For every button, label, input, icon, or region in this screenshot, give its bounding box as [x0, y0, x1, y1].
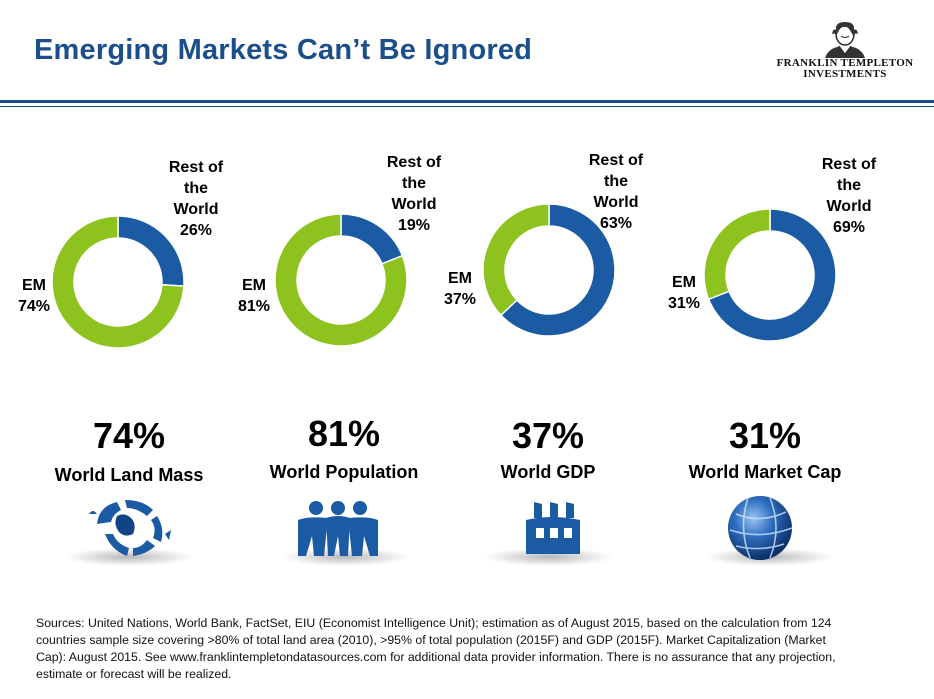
rest-label-line3: World	[593, 194, 639, 211]
logo-line-1: FRANKLIN TEMPLETON	[776, 57, 914, 69]
rest-pct: 69%	[832, 219, 866, 236]
em-label-text: EM	[672, 274, 696, 291]
rest-label-line3: World	[173, 201, 219, 218]
big-percent-4: 31%	[728, 415, 802, 456]
logo-line-2: INVESTMENTS	[803, 68, 887, 80]
rest-label-line2: the	[837, 177, 861, 194]
em-label-text: EM	[242, 277, 266, 294]
rest-label-line1: Rest of	[821, 156, 877, 173]
rest-pct: 19%	[397, 217, 431, 234]
donut-slice-em	[274, 213, 408, 347]
icon-shadow	[64, 548, 194, 566]
em-label-4: EM 31%	[664, 272, 704, 314]
donut-slice-rest-of-world	[499, 203, 616, 337]
em-label-text: EM	[22, 277, 46, 294]
factory-icon	[526, 502, 580, 554]
rest-pct: 26%	[179, 222, 213, 239]
big-percent-1: 74%	[92, 415, 166, 456]
header-rule	[0, 100, 934, 103]
metric-label-3: World GDP	[500, 462, 596, 482]
rest-label-line1: Rest of	[386, 154, 442, 171]
em-pct: 81%	[237, 298, 271, 315]
donut-slice-em	[703, 208, 771, 301]
em-label-1: EM 74%	[14, 275, 54, 317]
rest-label-2: Rest of the World 19%	[378, 152, 450, 236]
rest-label-line3: World	[391, 196, 437, 213]
metric-label-1: World Land Mass	[54, 465, 204, 485]
em-label-text: EM	[448, 270, 472, 287]
em-label-2: EM 81%	[234, 275, 274, 317]
rest-label-line1: Rest of	[588, 152, 644, 169]
donut-slice-rest-of-world	[707, 208, 837, 342]
em-pct: 31%	[667, 295, 701, 312]
donut-charts	[51, 203, 837, 349]
rest-label-line1: Rest of	[168, 159, 224, 176]
em-pct: 74%	[17, 298, 51, 315]
rest-label-line2: the	[402, 175, 426, 192]
rest-label-line3: World	[826, 198, 872, 215]
donut-slice-em	[51, 215, 185, 349]
globe-sphere-icon	[728, 496, 793, 560]
donut-slice-em	[482, 203, 550, 317]
portrait-icon	[825, 22, 865, 58]
rest-label-3: Rest of the World 63%	[580, 150, 652, 234]
people-icon	[298, 501, 378, 556]
company-logo: FRANKLIN TEMPLETON INVESTMENTS	[770, 18, 920, 98]
header-rule-thin	[0, 106, 934, 107]
sources-footnote: Sources: United Nations, World Bank, Fac…	[36, 616, 836, 681]
rest-label-line2: the	[604, 173, 628, 190]
rest-label-line2: the	[184, 180, 208, 197]
metric-label-2: World Population	[269, 462, 419, 482]
metric-label-4: World Market Cap	[688, 462, 842, 482]
rest-pct: 63%	[599, 215, 633, 232]
page-title: Emerging Markets Can’t Be Ignored	[34, 34, 533, 66]
globe-icon	[89, 500, 171, 556]
em-pct: 37%	[443, 291, 477, 308]
big-percent-3: 37%	[511, 415, 585, 456]
rest-label-4: Rest of the World 69%	[813, 154, 885, 238]
em-label-3: EM 37%	[440, 268, 480, 310]
rest-label-1: Rest of the World 26%	[160, 157, 232, 241]
icon-shadow	[484, 548, 614, 566]
big-percent-2: 81%	[307, 413, 381, 454]
